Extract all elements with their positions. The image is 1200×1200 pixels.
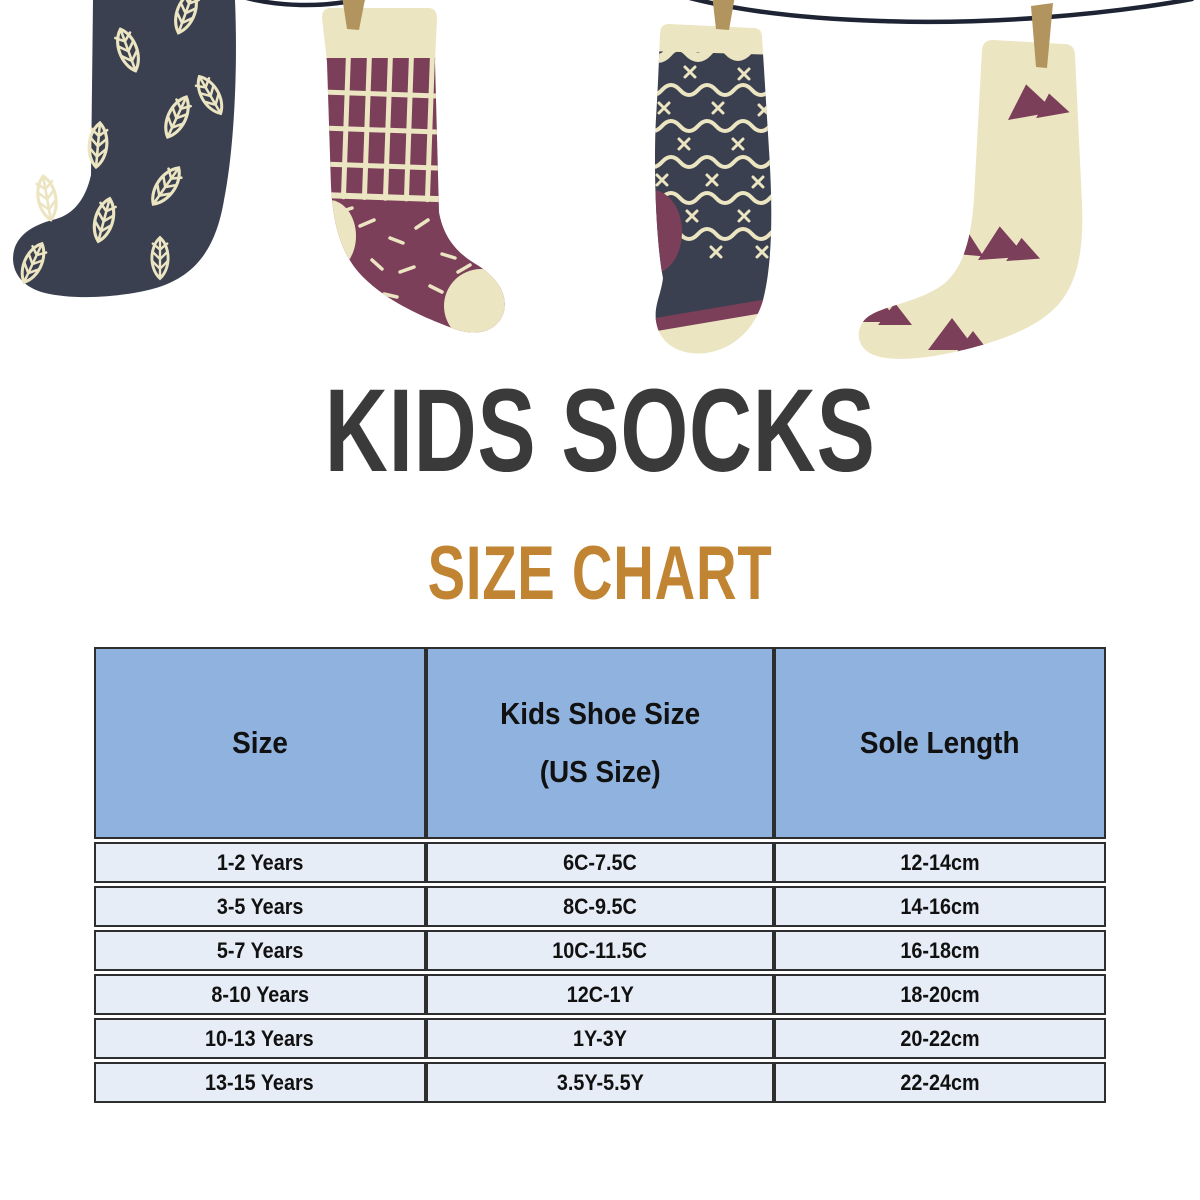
cell-shoe-size: 6C-7.5C (425, 842, 775, 883)
cell-size: 8-10 Years (94, 974, 426, 1015)
col-header-shoe-size: Kids Shoe Size (US Size) (425, 647, 775, 839)
cell-shoe-size: 3.5Y-5.5Y (425, 1062, 775, 1103)
sock-wave-pattern-icon (654, 24, 772, 354)
table-row: 3-5 Years 8C-9.5C 14-16cm (94, 886, 1106, 927)
table-row: 8-10 Years 12C-1Y 18-20cm (94, 974, 1106, 1015)
cell-sole-length: 18-20cm (774, 974, 1106, 1015)
clothespin-icon (342, 0, 1053, 68)
page-title-text: KIDS SOCKS (324, 365, 876, 497)
cell-size: 5-7 Years (94, 930, 426, 971)
col-header-size: Size (94, 647, 426, 839)
cell-size: 3-5 Years (94, 886, 426, 927)
table-row: 1-2 Years 6C-7.5C 12-14cm (94, 842, 1106, 883)
cell-sole-length: 16-18cm (774, 930, 1106, 971)
sock-plaid-pattern-icon (322, 8, 505, 333)
sock-triangle-pattern-icon (858, 40, 1083, 359)
table-row: 5-7 Years 10C-11.5C 16-18cm (94, 930, 1106, 971)
cell-sole-length: 20-22cm (774, 1018, 1106, 1059)
col-header-sole-length: Sole Length (774, 647, 1106, 839)
size-chart-table: Size Kids Shoe Size (US Size) Sole Lengt… (94, 644, 1106, 1106)
page-subtitle-text: SIZE CHART (427, 531, 773, 616)
cell-sole-length: 12-14cm (774, 842, 1106, 883)
cell-size: 13-15 Years (94, 1062, 426, 1103)
cell-shoe-size: 10C-11.5C (425, 930, 775, 971)
table-row: 13-15 Years 3.5Y-5.5Y 22-24cm (94, 1062, 1106, 1103)
header-row: Size Kids Shoe Size (US Size) Sole Lengt… (94, 647, 1106, 839)
clothesline-icon (245, 0, 1195, 25)
cell-sole-length: 14-16cm (774, 886, 1106, 927)
cell-sole-length: 22-24cm (774, 1062, 1106, 1103)
cell-shoe-size: 8C-9.5C (425, 886, 775, 927)
page-subtitle: SIZE CHART (0, 531, 1200, 616)
sock-leaf-pattern-icon (13, 0, 236, 298)
size-chart-section: Size Kids Shoe Size (US Size) Sole Lengt… (94, 644, 1106, 1106)
socks-illustration (13, 0, 1195, 359)
cell-shoe-size: 1Y-3Y (425, 1018, 775, 1059)
cell-shoe-size: 12C-1Y (425, 974, 775, 1015)
cell-size: 1-2 Years (94, 842, 426, 883)
table-row: 10-13 Years 1Y-3Y 20-22cm (94, 1018, 1106, 1059)
page-title: KIDS SOCKS (0, 365, 1200, 497)
cell-size: 10-13 Years (94, 1018, 426, 1059)
